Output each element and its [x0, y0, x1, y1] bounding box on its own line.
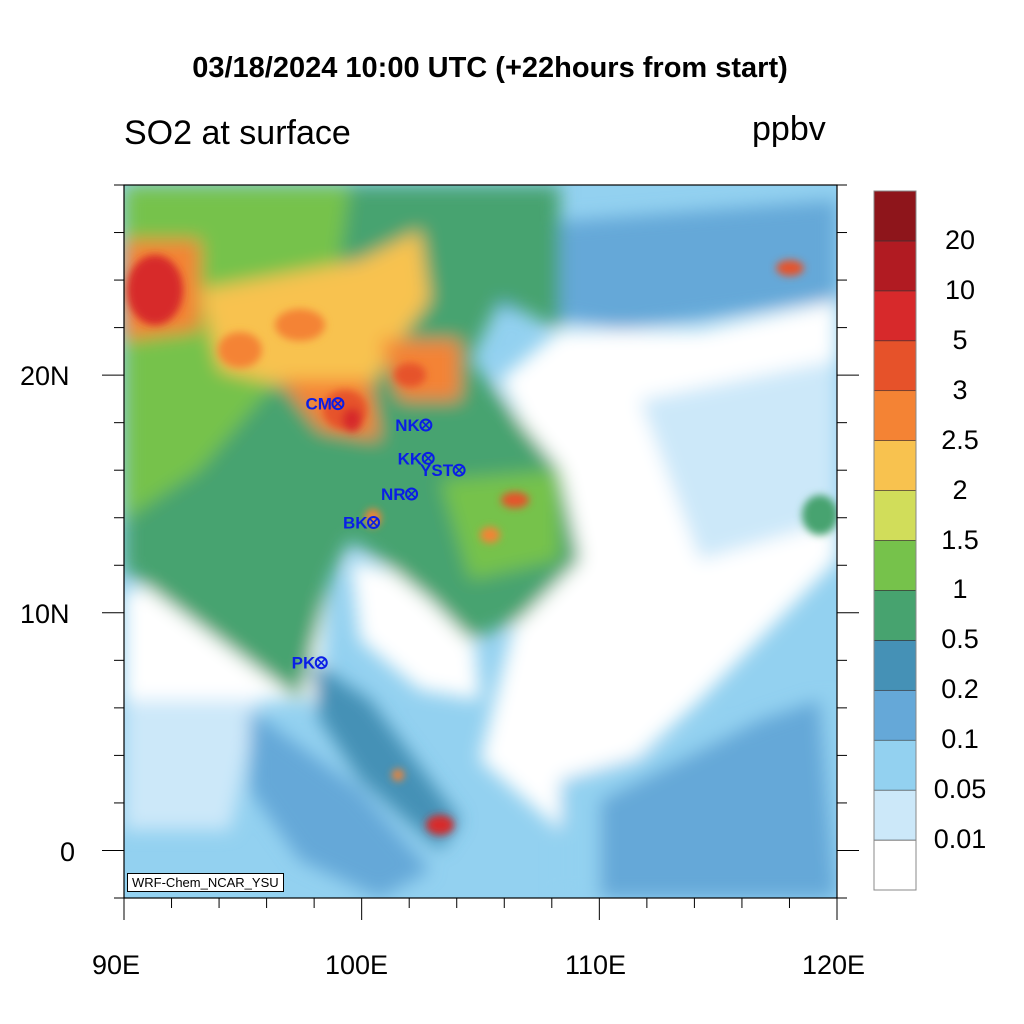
- station-cross-icon: [454, 465, 464, 475]
- x-tick-label: 110E: [565, 950, 627, 980]
- station-bk: BK: [343, 513, 381, 532]
- colorbar-level-label: 2.5: [941, 424, 979, 455]
- plot-title: 03/18/2024 10:00 UTC (+22hours from star…: [192, 52, 788, 84]
- station-cm: CM: [305, 395, 345, 414]
- station-cross-icon: [369, 518, 378, 527]
- station-nk: NK: [395, 416, 433, 435]
- colorbar-swatch: [873, 739, 917, 791]
- station-label: CM: [305, 395, 331, 414]
- colorbar-level-label: 5: [952, 324, 968, 355]
- colorbar-frame: [873, 190, 917, 891]
- colorbar-swatch: [873, 290, 917, 342]
- station-cross-icon: [421, 420, 431, 430]
- station-label: YST: [420, 461, 454, 480]
- station-cross-icon: [423, 453, 433, 463]
- axis-ticks: [102, 184, 859, 920]
- station-marker-icon: [314, 656, 328, 670]
- colorbar-level-label: 0.2: [941, 674, 979, 705]
- colorbar-swatch: [873, 689, 917, 741]
- model-credit: WRF-Chem_NCAR_YSU: [127, 873, 284, 892]
- colorbar-swatch: [873, 190, 917, 242]
- colorbar-swatch: [873, 640, 917, 691]
- colorbar-level-label: 0.1: [941, 724, 979, 755]
- station-marker-icon: [421, 451, 435, 465]
- station-label: PK: [292, 654, 316, 673]
- colorbar-swatch: [873, 590, 917, 641]
- colorbar-level-label: 1: [952, 574, 968, 605]
- station-label: BK: [343, 513, 368, 532]
- colorbar-level-label: 0.01: [933, 824, 987, 855]
- y-tick-label: 0: [60, 837, 76, 867]
- map-frame: [123, 184, 838, 899]
- colorbar-level-label: 1.5: [941, 524, 979, 555]
- colorbar-level-label: 10: [944, 274, 976, 305]
- station-pk: PK: [292, 654, 328, 673]
- station-cross-icon: [333, 399, 343, 409]
- station-marker-icon: [452, 463, 466, 477]
- station-marker-icon: [405, 487, 419, 501]
- station-yst: YST: [420, 461, 466, 480]
- colorbar-level-label: 2: [952, 474, 968, 505]
- variable-label: SO2 at surface: [124, 114, 351, 152]
- colorbar-swatch: [873, 440, 917, 491]
- station-label: NR: [381, 485, 406, 504]
- colorbar: [873, 190, 917, 891]
- x-tick-label: 120E: [802, 950, 866, 980]
- x-tick-label: 90E: [92, 950, 141, 980]
- station-cross-icon: [407, 489, 416, 499]
- y-tick-label: 10N: [20, 599, 70, 629]
- x-tick-label: 100E: [325, 950, 389, 980]
- colorbar-level-label: 3: [952, 374, 968, 405]
- station-kk: KK: [398, 449, 435, 468]
- station-marker-icon: [367, 515, 381, 529]
- colorbar-swatch: [873, 789, 917, 841]
- station-label: KK: [398, 449, 423, 468]
- station-cross-icon: [316, 658, 326, 668]
- station-label: NK: [395, 416, 420, 435]
- colorbar-swatch: [873, 839, 917, 891]
- colorbar-level-label: 0.5: [941, 624, 979, 655]
- colorbar-swatch: [873, 340, 917, 392]
- colorbar-swatch: [873, 240, 917, 292]
- station-nr: NR: [381, 485, 419, 504]
- y-tick-label: 20N: [20, 361, 70, 391]
- colorbar-swatch: [873, 490, 917, 541]
- units-label: ppbv: [752, 110, 826, 148]
- station-marker-icon: [419, 418, 433, 432]
- colorbar-level-label: 20: [944, 224, 976, 255]
- colorbar-swatch: [873, 540, 917, 591]
- station-marker-icon: [331, 397, 345, 411]
- colorbar-level-label: 0.05: [933, 774, 987, 805]
- colorbar-swatch: [873, 390, 917, 441]
- so2-field: [124, 185, 837, 898]
